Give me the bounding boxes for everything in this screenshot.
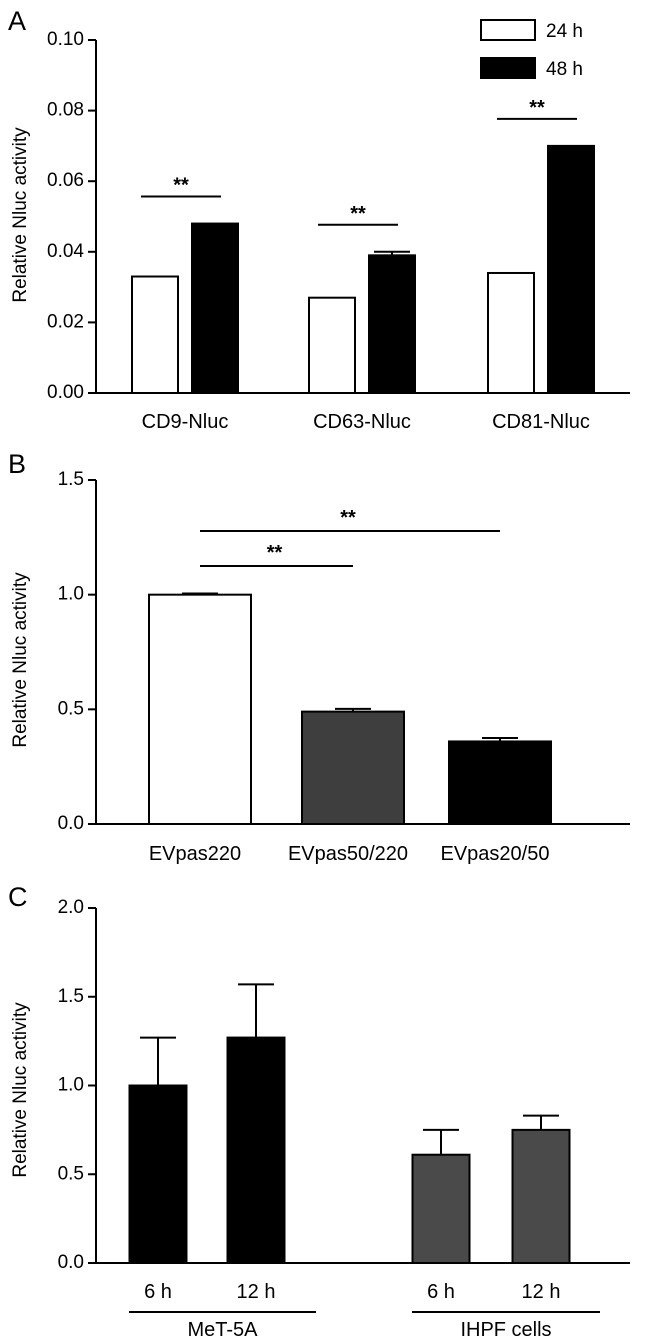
panel-a-y-tick-label: 0.00 bbox=[47, 382, 84, 403]
panel-a-significance-label: ** bbox=[173, 175, 189, 197]
panel-b-y-tick-label: 0.5 bbox=[58, 698, 84, 719]
panel-b-y-tick-label: 1.5 bbox=[58, 469, 84, 490]
panel-a-bar bbox=[308, 296, 356, 394]
panel-a-bar bbox=[191, 222, 239, 394]
panel-a-y-tick-label: 0.10 bbox=[47, 29, 84, 50]
panel-a: A Relative Nluc activity 0.00 0.02 0.04 0.0… bbox=[8, 6, 630, 433]
panel-c-bar bbox=[411, 1153, 471, 1264]
panel-c-category-label: 6 h bbox=[427, 1281, 455, 1303]
panel-a-y-tick-label: 0.02 bbox=[47, 311, 84, 332]
panel-a-bar bbox=[368, 254, 416, 394]
panel-a-category-label: CD81-Nluc bbox=[492, 411, 590, 433]
panel-a-bar bbox=[487, 271, 535, 395]
panel-a-significance-label: ** bbox=[350, 203, 366, 225]
panel-a-legend-label: 24 h bbox=[546, 21, 583, 42]
panel-c-category-label: 12 h bbox=[522, 1281, 561, 1303]
panel-b-bar bbox=[448, 740, 552, 825]
panel-c-y-axis-label: Relative Nluc activity bbox=[10, 1002, 31, 1178]
panel-c: C Relative Nluc activity 0.0 0.5 1.0 1.5 2.0… bbox=[8, 882, 630, 1341]
panel-c-bar bbox=[511, 1128, 571, 1264]
panel-c-category-label: 6 h bbox=[144, 1281, 172, 1303]
panel-b-category-label: EVpas20/50 bbox=[441, 843, 550, 865]
panel-c-y-tick-label: 0.0 bbox=[58, 1252, 84, 1273]
panel-a-bar bbox=[131, 275, 179, 395]
panel-a-y-tick-label: 0.06 bbox=[47, 170, 84, 191]
panel-b-y-tick-label: 1.0 bbox=[58, 584, 84, 605]
panel-c-bar bbox=[128, 1084, 188, 1264]
panel-b-y-axis-label: Relative Nluc activity bbox=[10, 572, 31, 748]
panel-b-bar bbox=[148, 593, 252, 826]
panel-a-category-label: CD63-Nluc bbox=[313, 411, 411, 433]
panel-letter-a: A bbox=[8, 6, 26, 36]
panel-letter-b: B bbox=[8, 449, 26, 479]
panel-a-significance-label: ** bbox=[529, 97, 545, 119]
panel-c-bar bbox=[226, 1036, 286, 1264]
panel-a-legend-swatch bbox=[480, 57, 536, 79]
panel-c-group-label: MeT-5A bbox=[187, 1319, 258, 1341]
panel-letter-c: C bbox=[8, 882, 28, 912]
panel-c-y-tick-label: 0.5 bbox=[58, 1163, 84, 1184]
panel-a-bar bbox=[547, 144, 595, 394]
panel-b-significance-label: ** bbox=[267, 542, 283, 564]
panel-a-category-label: CD9-Nluc bbox=[142, 411, 229, 433]
panel-b: B Relative Nluc activity 0.0 0.5 1.0 1.5 EVp… bbox=[8, 449, 630, 865]
panel-c-y-tick-label: 1.5 bbox=[58, 986, 84, 1007]
panel-b-category-label: EVpas50/220 bbox=[288, 843, 408, 865]
panel-b-y-tick-label: 0.0 bbox=[58, 813, 84, 834]
panel-b-category-label: EVpas220 bbox=[149, 843, 241, 865]
panel-b-bar bbox=[301, 710, 405, 825]
panel-c-y-tick-label: 2.0 bbox=[58, 897, 84, 918]
panel-c-y-tick-label: 1.0 bbox=[58, 1075, 84, 1096]
panel-c-category-label: 12 h bbox=[237, 1281, 276, 1303]
panel-b-significance-label: ** bbox=[340, 507, 356, 529]
panel-a-y-axis-label: Relative Nluc activity bbox=[10, 127, 31, 303]
panel-a-legend-label: 48 h bbox=[546, 59, 583, 80]
panel-a-y-tick-label: 0.04 bbox=[47, 241, 84, 262]
panel-a-y-tick-label: 0.08 bbox=[47, 100, 84, 121]
panel-a-legend-swatch bbox=[480, 19, 536, 41]
panel-c-group-label: IHPF cells bbox=[460, 1319, 551, 1341]
